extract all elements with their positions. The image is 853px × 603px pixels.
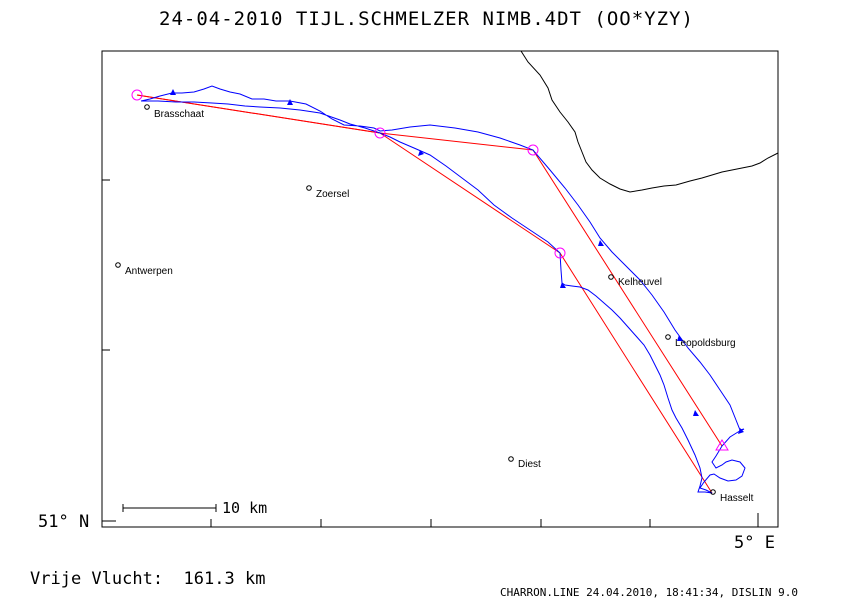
city-label-kelheuvel: Kelheuvel: [618, 277, 662, 288]
country-border: [520, 50, 779, 193]
scale-bar-label: 10 km: [222, 499, 267, 517]
city-label-diest: Diest: [518, 459, 541, 470]
left-ticks: [102, 179, 116, 522]
flight-track: [140, 85, 746, 494]
track-markers: [170, 89, 744, 434]
city-label-hasselt: Hasselt: [720, 493, 754, 504]
city-label-brasschaat: Brasschaat: [154, 109, 204, 120]
longitude-label: 5° E: [734, 533, 775, 553]
footer-info: CHARRON.LINE 24.04.2010, 18:41:34, DISLI…: [500, 586, 799, 599]
flight-distance: Vrije Vlucht: 161.3 km: [30, 569, 265, 589]
city-label-leopoldsburg: Leopoldsburg: [675, 338, 736, 349]
city-label-antwerpen: Antwerpen: [125, 266, 173, 277]
finish-triangle: [715, 439, 729, 451]
scale-bar: [122, 504, 217, 512]
turnpoint-1: [374, 127, 386, 139]
flight-distance-value: 161.3 km: [183, 569, 266, 589]
bottom-ticks: [210, 513, 759, 527]
turnpoints: [131, 89, 729, 451]
city-label-zoersel: Zoersel: [316, 189, 349, 200]
turnpoint-3: [554, 247, 566, 259]
task-lines: [136, 94, 723, 494]
city-markers: [115, 104, 716, 495]
flight-distance-label: Vrije Vlucht:: [30, 569, 164, 589]
map-frame: [101, 50, 779, 528]
latitude-label: 51° N: [38, 512, 90, 532]
turnpoint-2: [527, 144, 539, 156]
map-title: 24-04-2010 TIJL.SCHMELZER NIMB.4DT (OO*Y…: [159, 8, 694, 30]
start-turnpoint: [131, 89, 143, 101]
